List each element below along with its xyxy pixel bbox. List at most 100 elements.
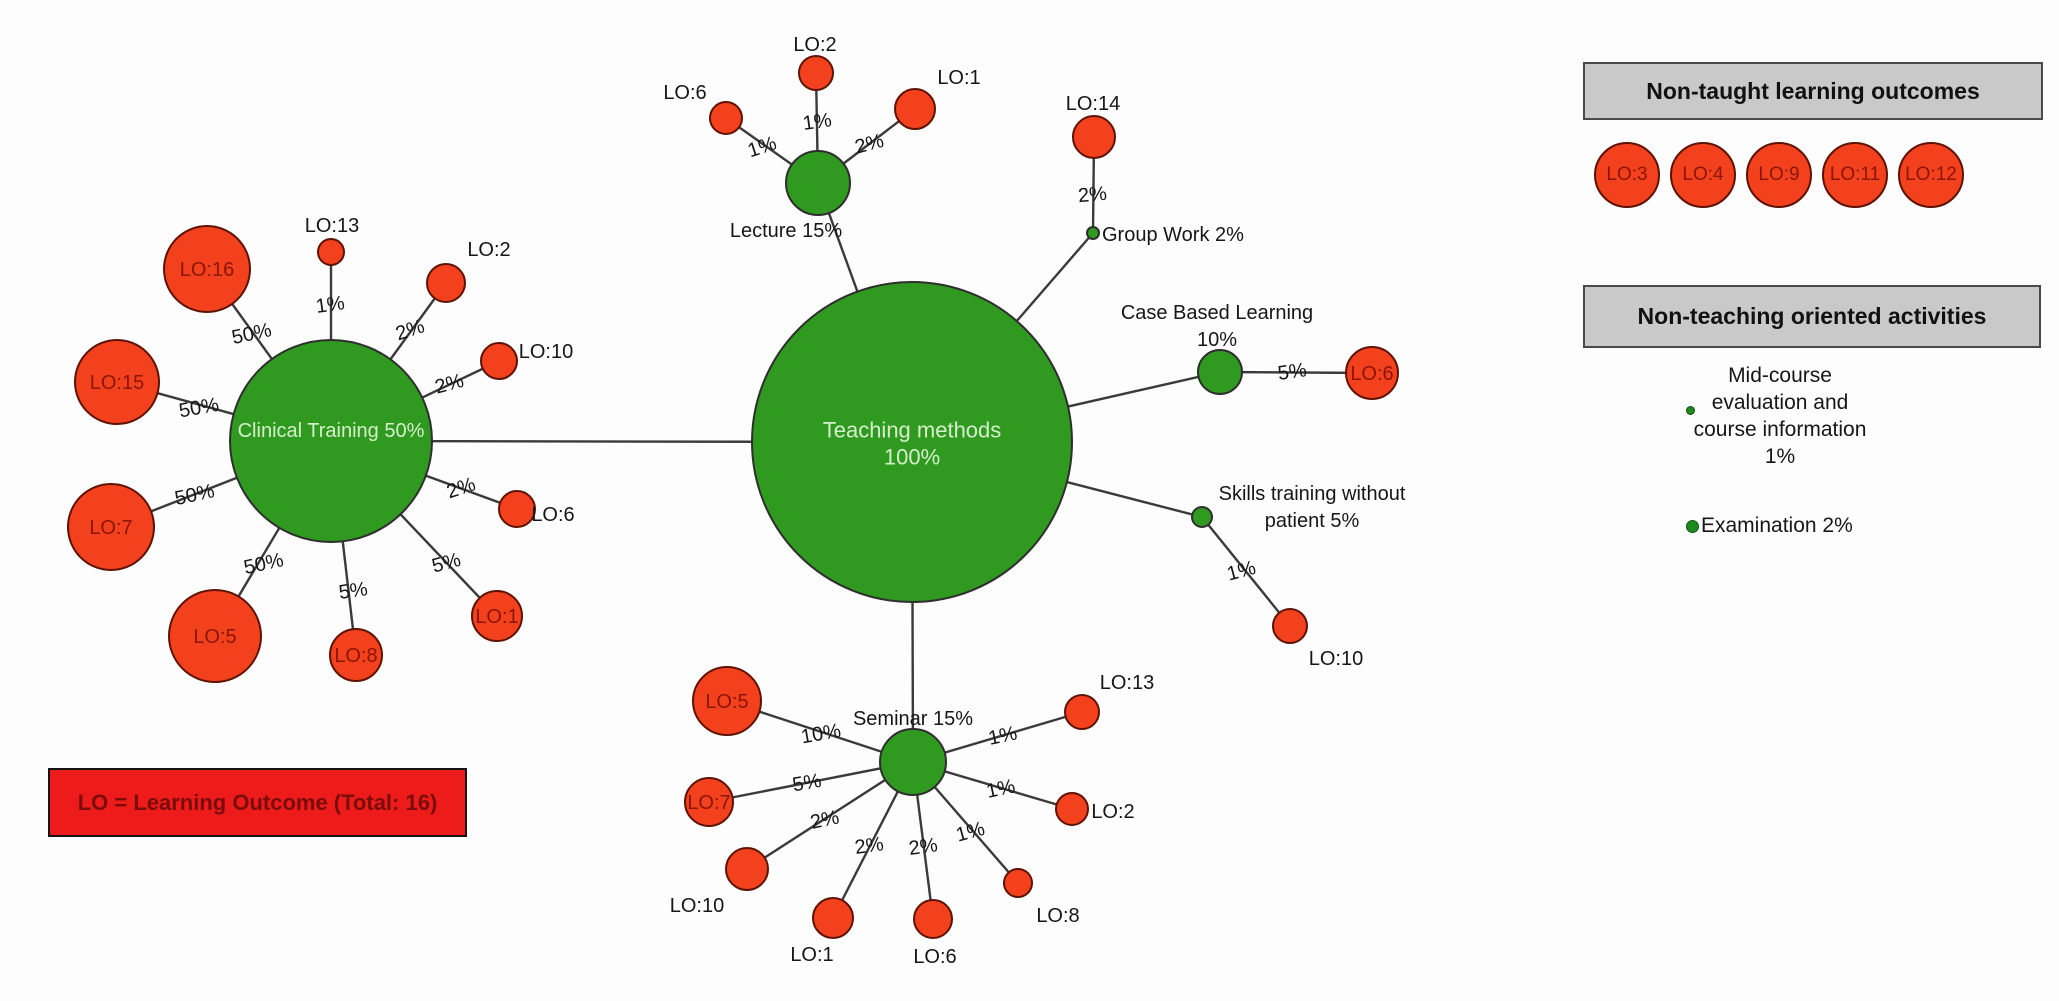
examination-row: Examination 2%	[1686, 513, 1853, 539]
mid-course-line: evaluation and	[1711, 391, 1849, 414]
node-clinical	[229, 339, 433, 543]
edge-label-seminar-se-lo5: 10%	[799, 720, 842, 749]
node-groupwork	[1086, 226, 1100, 240]
node-se-lo1	[812, 897, 854, 939]
edge-label-clinical-c-lo1: 5%	[430, 549, 464, 578]
label-skills: Skills training without	[1219, 483, 1406, 505]
edge-label-clinical-c-lo2: 2%	[393, 315, 427, 345]
node-l-lo2	[798, 55, 834, 91]
label-c-lo5: LO:5	[193, 626, 236, 648]
label-c-lo13: LO:13	[305, 215, 359, 237]
edge-label-lecture-l-lo1: 2%	[853, 130, 887, 159]
label-case-based: 10%	[1197, 329, 1237, 351]
edge-label-clinical-c-lo15: 50%	[177, 394, 220, 423]
mid-course-line: Mid-course	[1728, 364, 1832, 387]
node-c-lo10	[480, 342, 518, 380]
label-se-lo5: LO:5	[705, 691, 748, 713]
label-se-lo1: LO:1	[790, 944, 833, 966]
node-se-lo8	[1003, 868, 1033, 898]
label-se-lo7: LO:7	[687, 792, 730, 814]
node-se-lo2	[1055, 792, 1089, 826]
label-se-lo8: LO:8	[1036, 905, 1079, 927]
legend-non-taught-title: Non-taught learning outcomes	[1646, 77, 1980, 104]
label-se-lo10: LO:10	[670, 895, 724, 917]
node-c-lo7	[67, 483, 155, 571]
node-c-lo1	[471, 590, 523, 642]
edge-label-seminar-se-lo7: 5%	[791, 770, 824, 797]
node-cb-lo6	[1345, 346, 1399, 400]
node-lecture	[785, 150, 851, 216]
examination-label: Examination 2%	[1701, 514, 1853, 537]
label-g-lo14: LO:14	[1066, 93, 1120, 115]
label-c-lo6: LO:6	[531, 504, 574, 526]
edge-label-seminar-se-lo13: 1%	[986, 722, 1019, 750]
node-g-lo14	[1072, 115, 1116, 159]
edge-label-clinical-c-lo13: 1%	[314, 292, 346, 318]
node-c-lo8	[329, 628, 383, 682]
node-se-lo13	[1064, 694, 1100, 730]
mid-course-line: course information	[1693, 418, 1867, 441]
label-case-based: Case Based Learning	[1121, 302, 1313, 324]
mid-course-label: Mid-course evaluation and course informati…	[1680, 362, 1880, 470]
lo-footnote-text: LO = Learning Outcome (Total: 16)	[77, 789, 438, 815]
edge-label-seminar-se-lo1: 2%	[853, 833, 885, 859]
edge-label-clinical-c-lo16: 50%	[230, 319, 274, 349]
label-s-lo10: LO:10	[1309, 648, 1363, 670]
node-c-lo15	[74, 339, 160, 425]
node-c-lo6	[498, 490, 536, 528]
label-c-lo16: LO:16	[180, 259, 234, 281]
label-teaching: Teaching methods	[823, 418, 1002, 443]
node-s-lo10	[1272, 608, 1308, 644]
edge-skills-s-lo10	[1201, 516, 1291, 627]
node-l-lo1	[894, 88, 936, 130]
label-c-lo7: LO:7	[89, 517, 132, 539]
label-cb-lo6: LO:6	[1350, 363, 1393, 385]
label-c-lo15: LO:15	[90, 372, 144, 394]
legend-item-lo-11: LO:11	[1822, 142, 1888, 208]
label-skills: patient 5%	[1265, 510, 1360, 532]
node-c-lo13	[317, 238, 345, 266]
node-case-based	[1197, 349, 1243, 395]
legend-item-lo-12: LO:12	[1898, 142, 1964, 208]
edge-label-lecture-l-lo6: 1%	[745, 132, 779, 162]
edge-label-clinical-c-lo8: 5%	[337, 578, 369, 604]
label-lecture: Lecture 15%	[730, 220, 843, 242]
legend-non-teaching-title: Non-teaching oriented activities	[1637, 303, 1987, 329]
edge-label-clinical-c-lo10: 2%	[433, 370, 467, 399]
node-se-lo10	[725, 847, 769, 891]
legend-non-taught-circles: LO:3 LO:4 LO:9 LO:11 LO:12	[1594, 142, 1964, 208]
label-l-lo1: LO:1	[937, 67, 980, 89]
legend-non-taught-header: Non-taught learning outcomes	[1583, 62, 2043, 120]
mid-course-dot-icon	[1686, 406, 1695, 415]
label-c-lo2: LO:2	[467, 239, 510, 261]
edge-seminar-se-lo7	[708, 760, 914, 804]
node-c-lo2	[426, 263, 466, 303]
node-c-lo5	[168, 589, 262, 683]
node-seminar	[879, 728, 947, 796]
edge-label-clinical-c-lo6: 2%	[444, 473, 478, 503]
label-teaching: 100%	[884, 445, 940, 470]
label-c-lo8: LO:8	[334, 645, 377, 667]
label-se-lo2: LO:2	[1091, 801, 1134, 823]
label-c-lo1: LO:1	[475, 606, 518, 628]
label-seminar: Seminar 15%	[853, 708, 973, 730]
label-groupwork: Group Work 2%	[1102, 224, 1244, 246]
legend-item-lo-9: LO:9	[1746, 142, 1812, 208]
edge-label-groupwork-g-lo14: 2%	[1077, 183, 1108, 207]
node-c-lo16	[163, 225, 251, 313]
node-se-lo5	[692, 666, 762, 736]
edge-label-lecture-l-lo2: 1%	[801, 109, 833, 135]
edge-label-seminar-se-lo6: 2%	[907, 834, 939, 860]
edge-label-clinical-c-lo7: 50%	[173, 480, 217, 510]
node-teaching	[751, 281, 1073, 603]
legend-non-teaching-header: Non-teaching oriented activities	[1583, 285, 2041, 348]
mid-course-line: 1%	[1764, 445, 1796, 468]
lo-footnote-box: LO = Learning Outcome (Total: 16)	[48, 768, 467, 837]
node-l-lo6	[709, 101, 743, 135]
label-clinical: Clinical Training 50%	[238, 420, 425, 442]
node-skills	[1191, 506, 1213, 528]
label-se-lo13: LO:13	[1100, 672, 1154, 694]
legend-item-lo-3: LO:3	[1594, 142, 1660, 208]
